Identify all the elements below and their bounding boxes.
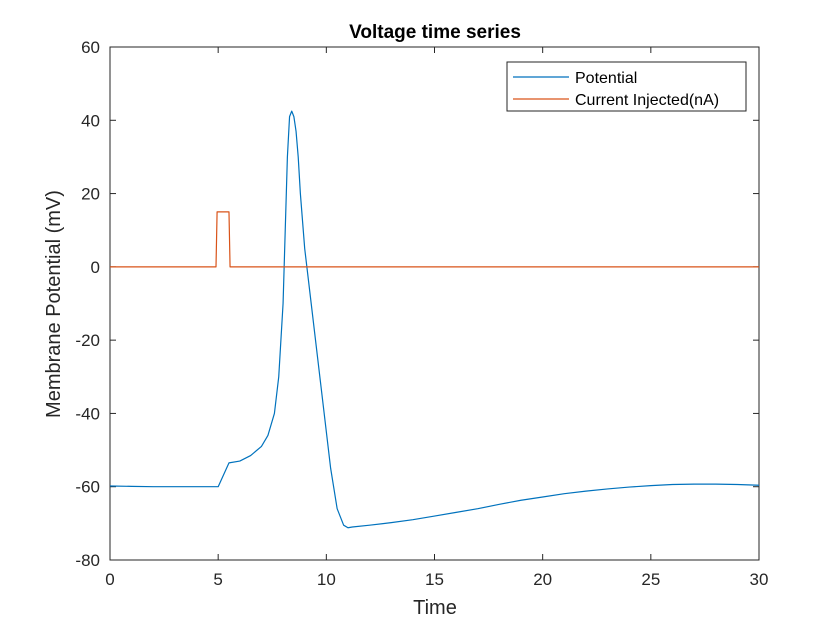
y-tick-label: 60: [81, 38, 100, 57]
x-tick-label: 10: [317, 570, 336, 589]
y-tick-label: 20: [81, 185, 100, 204]
y-axis-label: Membrane Potential (mV): [43, 190, 65, 418]
legend-label: Potential: [575, 70, 637, 87]
series-line-potential: [109, 110, 760, 529]
y-tick-label: 0: [91, 258, 100, 277]
y-tick-label: -40: [75, 404, 100, 423]
y-tick-label: -80: [75, 551, 100, 570]
x-axis-label: Time: [413, 597, 457, 619]
x-tick-label: 5: [213, 570, 222, 589]
plot-area: 0 5 10 15 20 25 30 -80 -60 -40 -20 0 20 40 60: [75, 38, 768, 589]
x-tick-label: 0: [105, 570, 114, 589]
y-tick-label: -20: [75, 331, 100, 350]
legend-label: Current Injected(nA): [575, 92, 719, 109]
legend: Potential Current Injected(nA): [506, 61, 747, 112]
chart-title: Voltage time series: [349, 22, 521, 43]
y-tick-label: -60: [75, 478, 100, 497]
series-line-current: [110, 211, 759, 268]
x-tick-label: 25: [641, 570, 660, 589]
x-tick-label: 30: [750, 570, 769, 589]
legend-box: [506, 61, 747, 112]
x-tick-label: 15: [425, 570, 444, 589]
x-tick-label: 20: [533, 570, 552, 589]
y-tick-label: 40: [81, 111, 100, 130]
